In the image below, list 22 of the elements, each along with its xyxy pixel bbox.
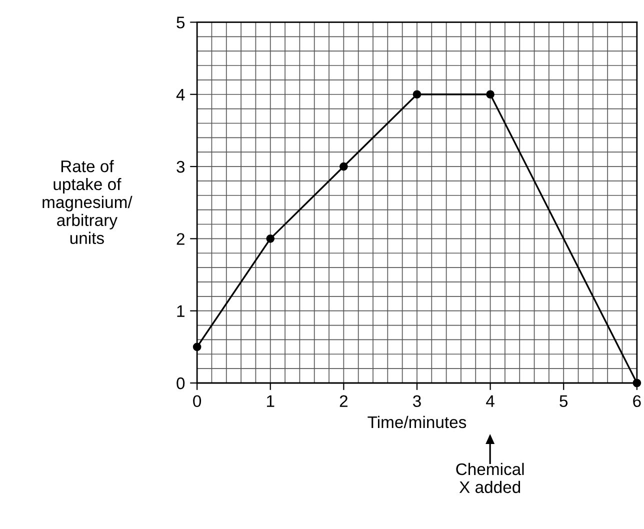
y-tick-label: 1: [177, 305, 184, 317]
y-axis-title: Rate of uptake of magnesium/ arbitrary units: [42, 160, 132, 244]
y-tick-label: 0: [176, 377, 185, 390]
y-tick-label: 3: [176, 160, 185, 173]
point: [192, 342, 202, 352]
x-tick-label: 1: [267, 395, 274, 407]
x-axis-title: Time/minutes: [368, 416, 466, 428]
point: [412, 90, 422, 99]
y-tick-label: 4: [176, 88, 185, 100]
x-tick-label: 4: [486, 395, 494, 407]
point: [486, 90, 494, 99]
point: [266, 234, 275, 243]
x-tick-label: 5: [560, 395, 568, 408]
y-tick-label: 5: [176, 16, 185, 28]
point: [340, 162, 348, 171]
text: Chemical X added: [456, 462, 524, 494]
x-tick-label: 2: [340, 395, 348, 407]
point: [632, 378, 642, 388]
y-tick-label: 2: [176, 233, 184, 245]
x-tick-label: 0: [193, 395, 202, 408]
x-tick-label: 6: [633, 395, 641, 408]
x-tick-label: 3: [412, 395, 421, 408]
